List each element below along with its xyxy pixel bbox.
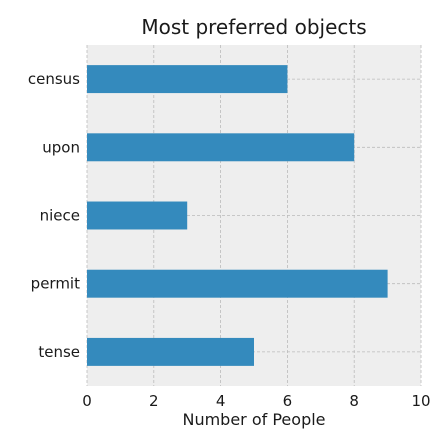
bar-tense <box>87 337 254 366</box>
x-tick-label: 4 <box>216 392 226 410</box>
chart-title: Most preferred objects <box>141 15 366 39</box>
plot-area: tense permit niece upon census 0 2 4 6 8 10 <box>28 45 431 410</box>
x-tick-label: 8 <box>349 392 359 410</box>
category-label: census <box>28 70 80 88</box>
bar-niece <box>87 201 188 230</box>
x-tick-label: 10 <box>411 392 430 410</box>
category-label: tense <box>38 343 80 361</box>
category-label: niece <box>40 207 80 225</box>
category-label: upon <box>42 138 80 156</box>
x-tick-label: 2 <box>149 392 159 410</box>
bar-permit <box>87 269 388 298</box>
bar-census <box>87 65 288 94</box>
x-axis-label: Number of People <box>182 410 325 429</box>
x-tick-label: 0 <box>82 392 92 410</box>
x-tick-label: 6 <box>283 392 293 410</box>
bar-upon <box>87 133 355 162</box>
category-label: permit <box>31 275 80 293</box>
